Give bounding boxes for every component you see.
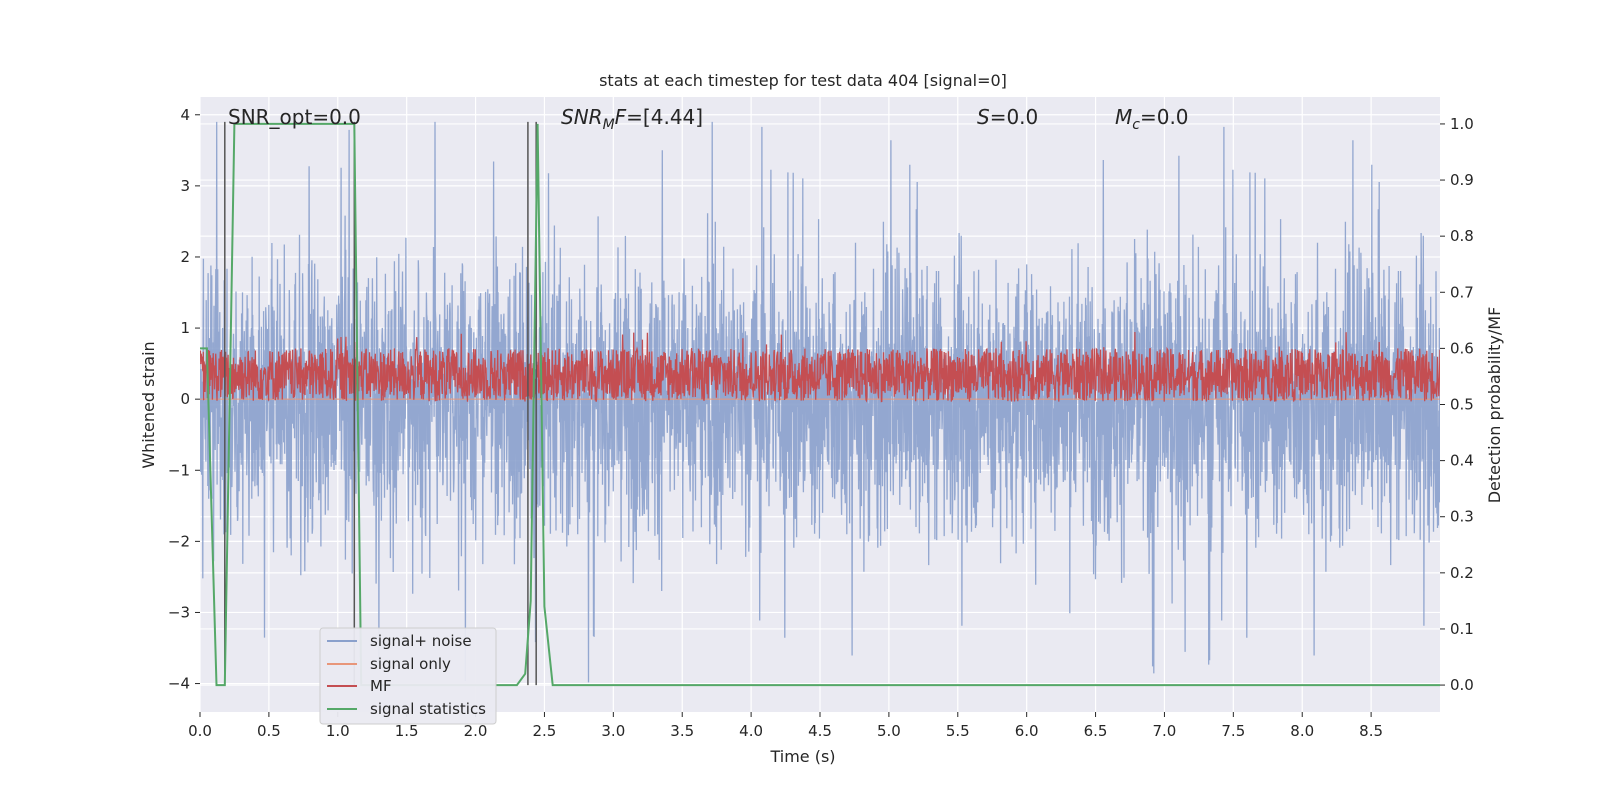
x-tick-label: 2.0 — [464, 722, 488, 740]
annotation-s-value: =0.0 — [990, 105, 1039, 129]
x-tick-label: 7.0 — [1153, 722, 1177, 740]
x-tick-label: 6.5 — [1084, 722, 1108, 740]
x-axis-ticks: 0.0 0.5 1.0 1.5 2.0 2.5 3.0 3.5 4.0 4.5 5.0 5.5 6.0 6… — [188, 712, 1383, 740]
x-tick-label: 2.5 — [533, 722, 557, 740]
y-left-tick-label: 3 — [180, 177, 190, 195]
x-axis-label: Time (s) — [769, 747, 835, 766]
y-right-axis-ticks: 1.0 0.9 0.8 0.7 0.6 0.5 0.4 0.3 0.2 0.1 0.0 — [1440, 115, 1474, 694]
annotation-mc: Mc=0.0 — [1115, 105, 1189, 133]
x-tick-label: 0.0 — [188, 722, 212, 740]
y-right-tick-label: 0.8 — [1450, 227, 1474, 245]
y-right-tick-label: 0.3 — [1450, 508, 1474, 526]
x-tick-label: 8.5 — [1359, 722, 1383, 740]
y-left-tick-label: 4 — [180, 106, 190, 124]
y-left-tick-label: −4 — [168, 675, 190, 693]
legend-label-mf: MF — [370, 677, 392, 695]
series-line-mf — [200, 331, 1440, 403]
annotation-snr-opt: SNR_opt=0.0 — [228, 105, 361, 129]
y-right-tick-label: 0.4 — [1450, 452, 1474, 470]
y-left-tick-label: 0 — [180, 390, 190, 408]
y-right-tick-label: 0.1 — [1450, 620, 1474, 638]
y-left-axis-ticks: 4 3 2 1 0 −1 −2 −3 −4 — [168, 106, 200, 693]
x-tick-label: 0.5 — [257, 722, 281, 740]
y-left-tick-label: 1 — [180, 319, 190, 337]
legend-label-signal-statistics: signal statistics — [370, 700, 486, 718]
annotation-mc-label: M — [1115, 105, 1132, 129]
x-tick-label: 1.0 — [326, 722, 350, 740]
y-right-tick-label: 0.6 — [1450, 339, 1474, 357]
annotation-s: S=0.0 — [977, 105, 1038, 129]
y-right-tick-label: 0.5 — [1450, 396, 1474, 414]
x-tick-label: 8.0 — [1290, 722, 1314, 740]
plot-area — [200, 121, 1440, 687]
vertical-markers — [224, 121, 537, 686]
legend-label-signal-noise: signal+ noise — [370, 632, 472, 650]
y-left-axis-label: Whitened strain — [139, 341, 158, 468]
annotation-snr-mf-sub: M — [603, 117, 615, 133]
annotation-mc-sub: c — [1132, 117, 1140, 133]
y-right-tick-label: 0.0 — [1450, 676, 1474, 694]
legend: signal+ noise signal only MF signal stat… — [319, 627, 497, 725]
x-tick-label: 4.0 — [739, 722, 763, 740]
x-tick-label: 7.5 — [1221, 722, 1245, 740]
x-tick-label: 4.5 — [808, 722, 832, 740]
y-left-tick-label: −3 — [168, 603, 190, 621]
x-tick-label: 1.5 — [395, 722, 419, 740]
y-left-tick-label: −2 — [168, 532, 190, 550]
x-tick-label: 3.0 — [601, 722, 625, 740]
legend-label-signal-only: signal only — [370, 655, 451, 673]
x-tick-label: 3.5 — [670, 722, 694, 740]
annotation-snr-mf: SNRMF=[4.44] — [561, 105, 703, 133]
y-left-tick-label: −1 — [168, 461, 190, 479]
x-tick-label: 5.5 — [946, 722, 970, 740]
annotation-s-label: S — [977, 105, 990, 129]
series-line-signal-noise — [200, 121, 1440, 683]
y-right-tick-label: 0.2 — [1450, 564, 1474, 582]
y-right-tick-label: 0.7 — [1450, 283, 1474, 301]
y-right-tick-label: 1.0 — [1450, 115, 1474, 133]
x-tick-label: 6.0 — [1015, 722, 1039, 740]
y-right-tick-label: 0.9 — [1450, 171, 1474, 189]
annotation-mc-value: =0.0 — [1140, 105, 1189, 129]
chart-title: stats at each timestep for test data 404… — [599, 71, 1007, 90]
legend-box — [319, 627, 497, 725]
x-tick-label: 5.0 — [877, 722, 901, 740]
y-right-axis-label: Detection probability/MF — [1485, 307, 1504, 504]
annotation-snr-mf-tail: F — [615, 105, 627, 129]
annotation-snr-mf-value: =[4.44] — [626, 105, 703, 129]
y-left-tick-label: 2 — [180, 248, 190, 266]
annotation-snr-mf-symbol: SNR — [561, 105, 603, 129]
